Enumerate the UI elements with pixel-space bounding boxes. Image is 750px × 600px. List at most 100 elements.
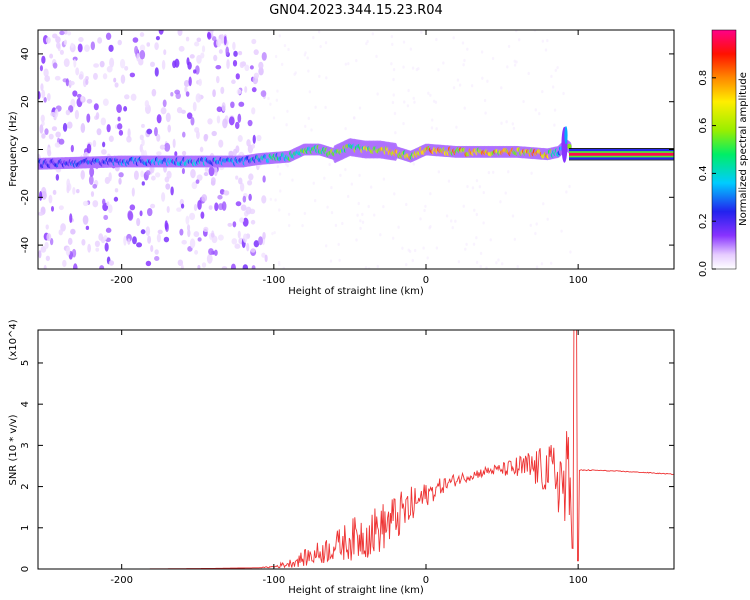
noise-blob [134,45,139,55]
noise-blob [253,49,259,56]
noise-blob [186,224,191,232]
snr-frame [37,329,675,570]
noise-blob [365,42,368,46]
noise-blob [261,195,267,204]
noise-blob [466,47,469,51]
noise-blob [85,225,90,231]
noise-blob [413,248,417,253]
noise-blob [237,113,242,123]
noise-blob [303,211,307,216]
noise-blob [231,238,238,245]
noise-blob [93,103,99,111]
noise-blob [164,142,171,152]
noise-blob [513,237,517,241]
noise-blob [208,166,215,177]
noise-blob [195,130,200,140]
noise-blob [242,233,248,243]
noise-blob [73,59,77,68]
colorbar-tick-label: 0.8 [698,70,709,86]
noise-blob [103,214,109,221]
noise-blob [271,232,274,236]
noise-blob [250,248,256,253]
noise-blob [506,65,509,69]
noise-blob [105,32,112,41]
noise-blob [554,68,557,72]
noise-blob [43,264,47,269]
noise-blob [49,53,54,59]
noise-blob [235,121,240,130]
noise-blob [154,67,159,77]
noise-blob [373,213,376,217]
noise-blob [62,122,68,132]
noise-blob [130,93,137,101]
snr-y-ticks: 0 1 2 3 4 5 [20,360,674,572]
noise-blob [409,47,413,51]
noise-blob [355,58,358,63]
noise-blob [157,229,163,235]
noise-blob [269,102,272,106]
noise-blob [174,89,181,95]
noise-blob [232,221,237,228]
noise-blob [364,266,368,269]
noise-blob [499,200,502,204]
noise-blob [413,100,416,104]
noise-blob [102,198,106,205]
noise-blob [154,42,159,51]
y-tick-label: 3 [20,442,31,448]
noise-blob [189,212,196,221]
noise-blob [312,181,315,185]
noise-blob [76,93,82,98]
noise-blob [442,61,445,65]
x-tick-label: -200 [110,575,133,586]
noise-blob [44,75,51,82]
noise-blob [113,77,117,83]
noise-blob [260,90,267,97]
noise-blob [244,64,250,72]
noise-blob [423,208,426,213]
noise-blob [40,245,47,253]
noise-blob [452,36,455,40]
noise-blob [432,99,436,103]
noise-blob [219,188,225,195]
noise-blob [253,72,260,79]
noise-blob [247,180,253,186]
noise-blob [190,168,196,179]
noise-blob [234,243,241,249]
noise-blob [535,265,539,269]
colorbar-tick-label: 0.2 [698,213,709,229]
noise-blob [78,74,84,80]
noise-blob [208,205,213,210]
noise-blob [482,190,485,195]
noise-blob [427,91,430,95]
noise-blob [191,181,198,190]
noise-blob [136,53,140,62]
noise-blob [562,91,565,96]
noise-blob [251,143,256,149]
noise-blob [189,238,196,249]
noise-blob [346,194,350,199]
noise-blob [261,51,267,61]
noise-blob [214,202,219,212]
noise-blob [52,62,58,69]
noise-blob [463,58,466,63]
noise-blob [96,128,102,136]
noise-blob [449,219,453,223]
noise-blob [280,62,284,66]
noise-blob [127,238,131,245]
noise-blob [484,111,487,115]
noise-blob [278,172,282,176]
noise-blob [475,179,479,183]
noise-blob [150,203,156,209]
spectrogram-y-label: Frequency (Hz) [8,111,19,187]
noise-blob [324,41,328,45]
noise-blob [127,211,134,221]
noise-blob [62,259,67,268]
noise-blob [487,171,491,175]
noise-blob [485,266,488,269]
noise-blob [306,56,309,60]
y-tick-label: 4 [20,401,31,407]
noise-blob [195,179,200,184]
noise-blob [63,39,68,46]
noise-blob [70,42,75,48]
y-tick-label: -20 [20,189,31,205]
